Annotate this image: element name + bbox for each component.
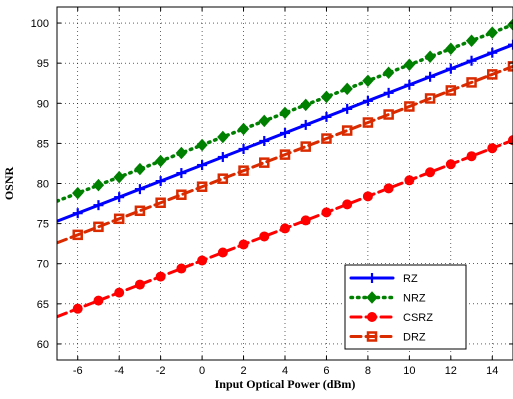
- x-tick-label: 14: [486, 365, 498, 377]
- x-tick-label: 2: [240, 365, 246, 377]
- x-tick-label: 12: [445, 365, 457, 377]
- legend: RZ NRZ CSRZ DRZ: [345, 265, 466, 349]
- x-tick-label: 4: [282, 365, 288, 377]
- legend-label: RZ: [403, 273, 418, 285]
- series-marker-csrz: [177, 264, 186, 273]
- series-marker-csrz: [488, 144, 497, 153]
- y-tick-label: 75: [37, 219, 49, 231]
- series-marker-csrz: [198, 256, 207, 265]
- series-marker-csrz: [301, 216, 310, 225]
- y-tick-label: 85: [37, 138, 49, 150]
- series-marker-csrz: [135, 280, 144, 289]
- legend-marker: [368, 313, 377, 322]
- x-tick-label: -2: [156, 365, 166, 377]
- series-marker-csrz: [446, 160, 455, 169]
- legend-label: NRZ: [403, 293, 426, 305]
- x-tick-label: 0: [199, 365, 205, 377]
- series-marker-csrz: [384, 184, 393, 193]
- series-marker-csrz: [281, 224, 290, 233]
- y-tick-label: 100: [31, 18, 49, 30]
- series-marker-csrz: [322, 208, 331, 217]
- y-tick-label: 80: [37, 179, 49, 191]
- series-marker-csrz: [94, 296, 103, 305]
- x-tick-label: -6: [73, 365, 83, 377]
- x-tick-label: -4: [114, 365, 124, 377]
- series-marker-csrz: [239, 240, 248, 249]
- series-marker-csrz: [467, 152, 476, 161]
- series-marker-csrz: [156, 272, 165, 281]
- y-tick-label: 70: [37, 259, 49, 271]
- series-marker-csrz: [218, 248, 227, 257]
- legend-label: CSRZ: [403, 312, 433, 324]
- x-tick-label: 6: [323, 365, 329, 377]
- legend-label: DRZ: [403, 332, 426, 344]
- series-marker-csrz: [115, 288, 124, 297]
- y-tick-label: 65: [37, 299, 49, 311]
- series-marker-csrz: [260, 232, 269, 241]
- y-tick-label: 95: [37, 58, 49, 70]
- series-marker-csrz: [343, 200, 352, 209]
- y-tick-label: 90: [37, 98, 49, 110]
- x-tick-label: 8: [365, 365, 371, 377]
- series-marker-csrz: [73, 304, 82, 313]
- series-marker-csrz: [363, 192, 372, 201]
- x-axis-title: Input Optical Power (dBm): [215, 377, 356, 391]
- series-marker-csrz: [426, 168, 435, 177]
- y-tick-label: 60: [37, 339, 49, 351]
- x-tick-label: 10: [403, 365, 415, 377]
- series-marker-csrz: [405, 176, 414, 185]
- y-axis-title: OSNR: [2, 166, 16, 200]
